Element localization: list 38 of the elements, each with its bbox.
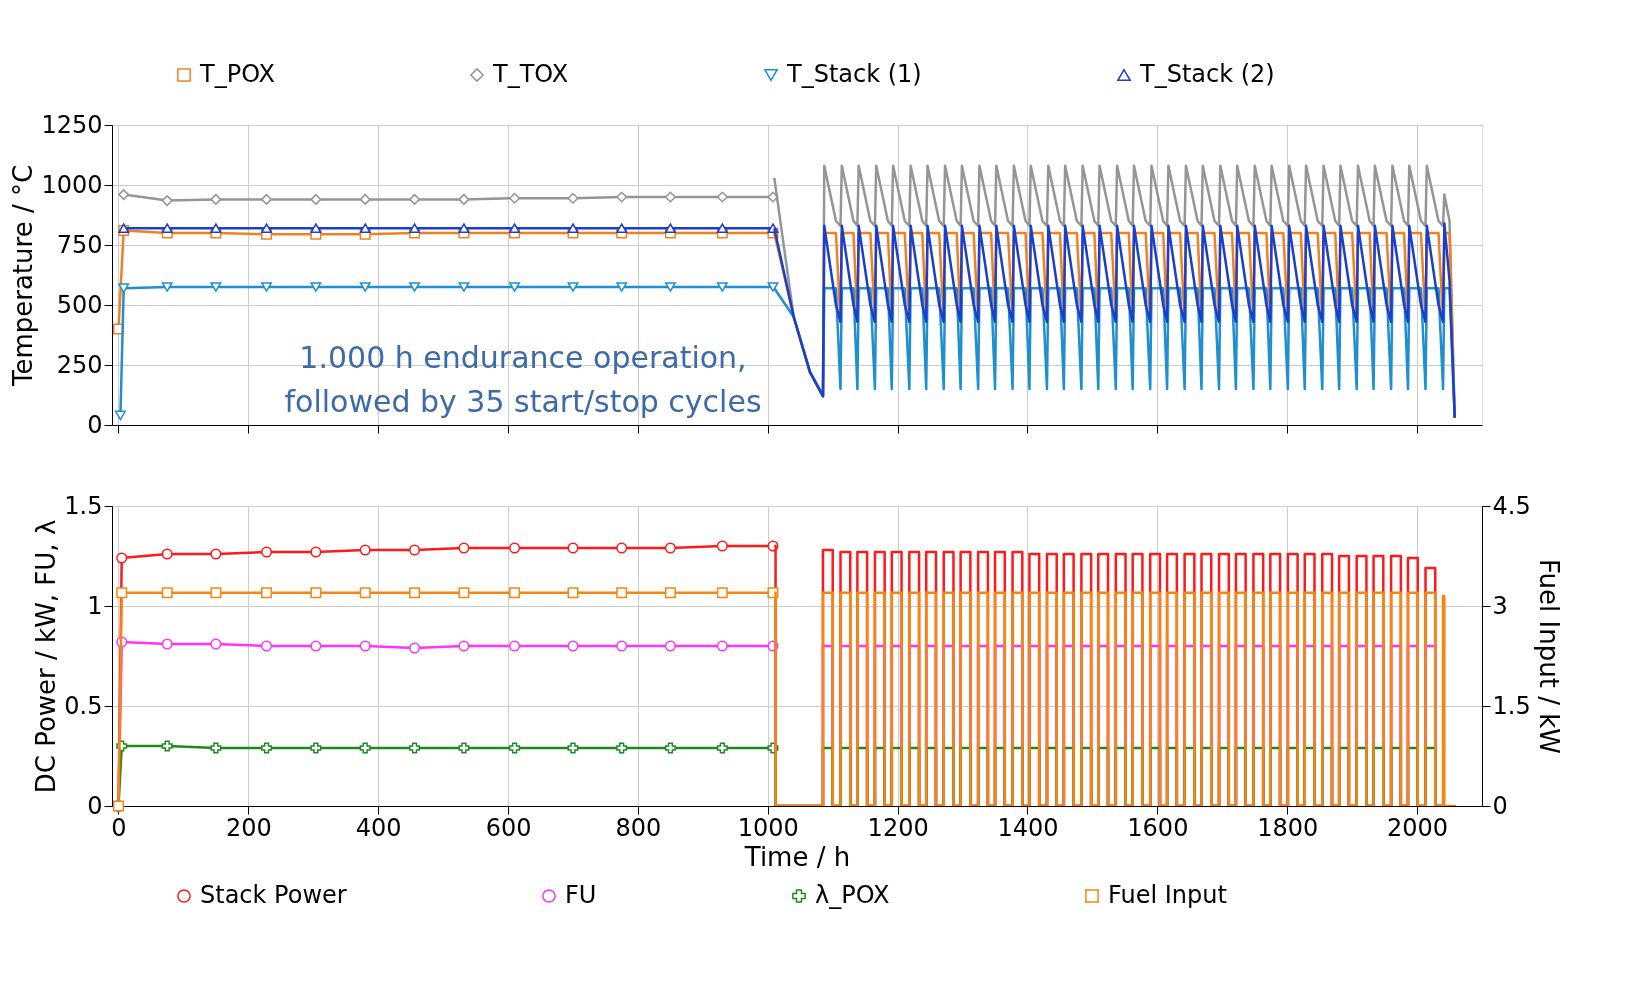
x-tick-label: 800 [615,813,662,842]
y2-tick-label: 3 [1492,591,1508,620]
y-axis-title: Temperature / °C [8,164,39,388]
y-tick-label: 0.5 [64,691,103,720]
x-tick-label: 400 [355,813,402,842]
legend-label: λ_POX [815,881,890,909]
legend-label: T_TOX [492,60,569,88]
y-tick-label: 0 [87,410,103,439]
x-tick-label: 600 [485,813,532,842]
y-tick-label: 1 [87,591,103,620]
legend-label: T_Stack (2) [1139,60,1275,88]
x-tick-label: 200 [225,813,272,842]
x-tick-label: 0 [111,813,127,842]
y-tick-label: 500 [56,290,103,319]
y-tick-label: 0 [87,791,103,820]
legend-label: Stack Power [200,881,347,909]
x-tick-label: 1200 [867,813,929,842]
y2-tick-label: 0 [1492,791,1508,820]
y2-axis-title: Fuel Input / kW [1533,559,1564,754]
x-tick-label: 1800 [1257,813,1319,842]
y2-tick-label: 4.5 [1492,491,1531,520]
y-axis-title: DC Power / kW, FU, λ [31,519,62,794]
x-tick-label: 1000 [737,813,799,842]
legend-label: T_POX [199,60,275,88]
legend-label: Fuel Input [1108,881,1227,909]
x-axis-title: Time / h [743,841,851,872]
y-tick-label: 1000 [41,170,103,199]
legend-label: T_Stack (1) [786,60,922,88]
y-tick-label: 1.5 [64,491,103,520]
y2-tick-label: 1.5 [1492,691,1531,720]
annotation: 1.000 h endurance operation, followed by 35 start/stop cycles [284,340,762,419]
x-tick-label: 1600 [1127,813,1189,842]
x-tick-label: 1400 [997,813,1059,842]
y-tick-label: 750 [56,230,103,259]
y-tick-label: 1250 [41,110,103,139]
legend-label: FU [565,881,597,909]
x-tick-label: 2000 [1387,813,1449,842]
y-tick-label: 250 [56,350,103,379]
